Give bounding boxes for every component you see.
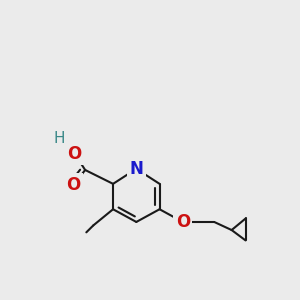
Text: O: O <box>68 145 82 163</box>
Text: O: O <box>176 213 190 231</box>
Text: N: N <box>129 160 143 178</box>
Text: H: H <box>54 131 65 146</box>
Text: O: O <box>66 176 81 194</box>
